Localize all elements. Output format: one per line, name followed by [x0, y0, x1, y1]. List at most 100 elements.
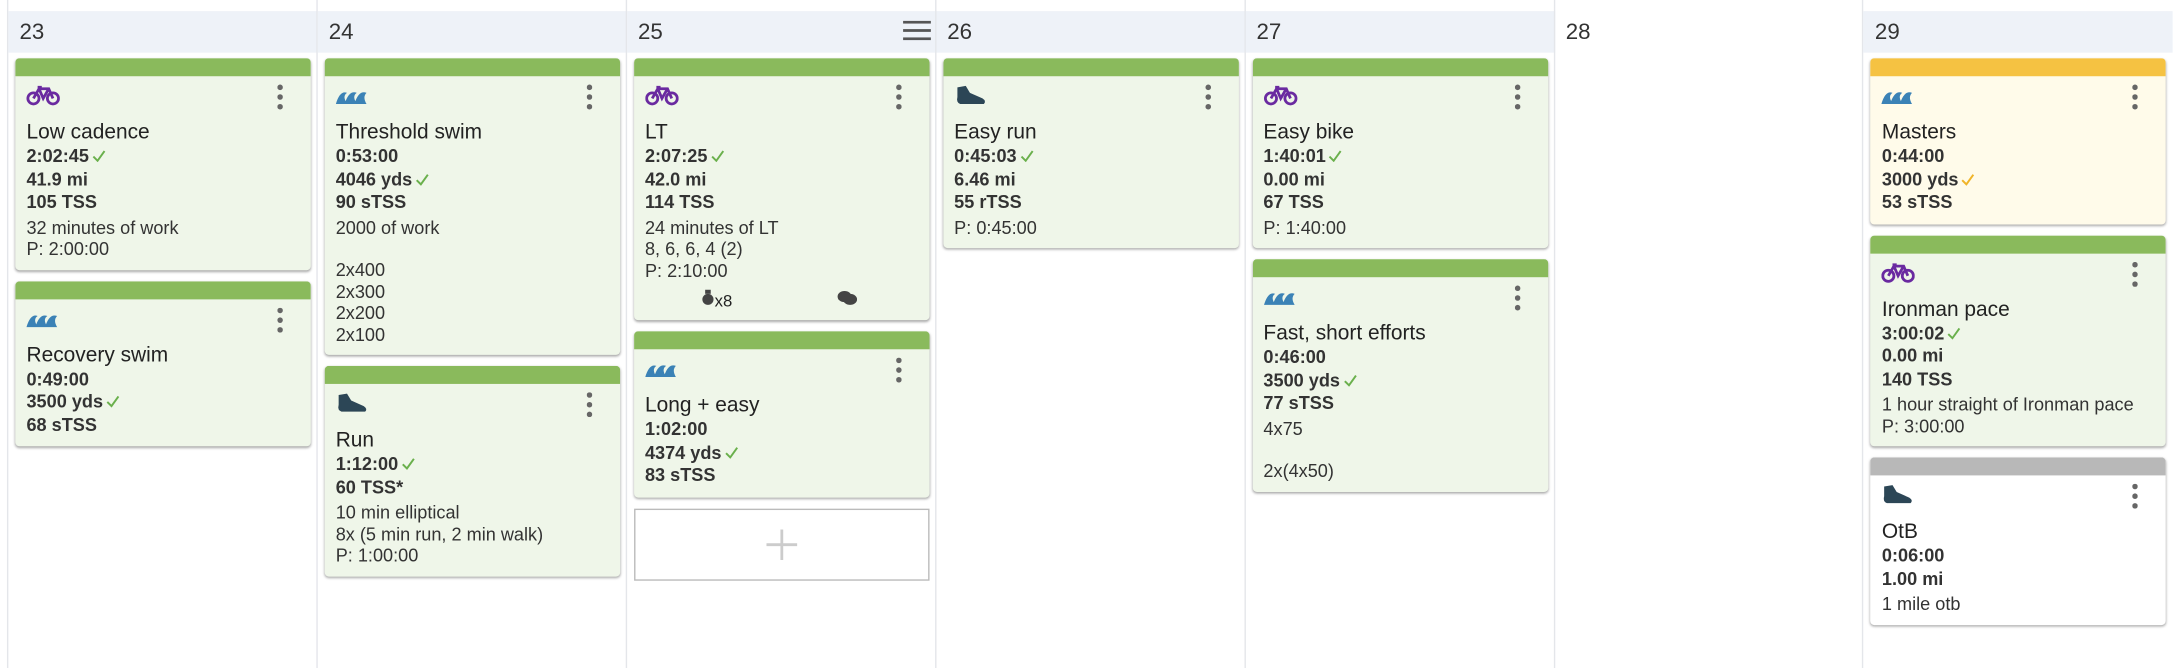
day-column: 26 Easy run 0:45:03 6.46 mi 55 rTSS P: 0:45:0…	[934, 0, 1246, 668]
note-line: 8, 6, 6, 4 (2)	[644, 238, 743, 260]
workout-card[interactable]: Easy bike 1:40:01 0.00 mi 67 TSS P: 1:40:00	[1252, 58, 1548, 249]
card-menu[interactable]	[586, 392, 593, 424]
workout-list: LT 2:07:25 42.0 mi 114 TSS 24 minutes of LT 8…	[633, 58, 930, 581]
day-date: 24	[328, 20, 354, 45]
day-column: 27 Easy bike 1:40:01 0.00 mi 67 TSS P: 1:40:0…	[1243, 0, 1555, 668]
workout-card[interactable]: Long + easy 1:02:00 4374 yds 83 sTSS	[633, 331, 930, 497]
note-line: 1 hour straight of Ironman pace	[1881, 393, 2134, 415]
status-bar	[1870, 234, 2167, 253]
card-menu[interactable]	[586, 84, 593, 117]
card-menu[interactable]	[2132, 261, 2139, 293]
stat-text: 90 sTSS	[335, 191, 407, 213]
stat-text: 0.00 mi	[1881, 345, 1944, 366]
stat-text: 0:45:03	[954, 145, 1017, 167]
note-line: 2x400	[335, 259, 386, 280]
stat-text: 1.00 mi	[1881, 567, 1944, 589]
status-bar	[1870, 58, 2167, 77]
day-menu[interactable]	[902, 20, 931, 47]
status-bar	[15, 280, 311, 299]
workout-card[interactable]: Easy run 0:45:03 6.46 mi 55 rTSS P: 0:45:00	[943, 58, 1239, 249]
card-body: Easy bike 1:40:01 0.00 mi 67 TSS P: 1:40:00	[1252, 76, 1547, 248]
workout-card[interactable]: Fast, short efforts 0:46:00 3500 yds 77 sTS…	[1252, 259, 1548, 492]
workout-stat: 0:06:00	[1882, 545, 2155, 568]
status-bar	[324, 58, 620, 77]
workout-card[interactable]: Ironman pace 3:00:02 0.00 mi 140 TSS 1 hour …	[1870, 234, 2167, 447]
card-body: Recovery swim 0:49:00 3500 yds 68 sTSS	[15, 299, 310, 447]
workout-stat: 60 TSS*	[336, 476, 609, 499]
card-body: Low cadence 2:02:45 41.9 mi 105 TSS 32 minut…	[15, 76, 310, 269]
workout-stat: 6.46 mi	[954, 168, 1227, 191]
card-menu[interactable]	[2132, 84, 2139, 117]
note-group: P: 1:40:00	[1263, 217, 1536, 238]
card-menu[interactable]	[895, 357, 902, 390]
card-menu[interactable]	[895, 84, 902, 117]
stat-text: 41.9 mi	[26, 168, 88, 190]
note-line: 2x(4x50)	[1263, 460, 1334, 481]
workout-card[interactable]: Threshold swim 0:53:00 4046 yds 90 sTSS 2000…	[324, 58, 620, 355]
sport-icon	[644, 358, 918, 387]
card-body: LT 2:07:25 42.0 mi 114 TSS 24 minutes of LT 8…	[634, 76, 929, 320]
check-icon	[412, 168, 429, 189]
workout-stat: 0:46:00	[1263, 347, 1536, 370]
note-group: 2x400 2x300 2x200 2x100	[336, 259, 609, 345]
status-bar	[943, 58, 1239, 77]
check-icon	[398, 453, 415, 474]
note-line: 2000 of work	[335, 216, 440, 238]
workout-stat: 53 sTSS	[1882, 191, 2155, 214]
card-body: Easy run 0:45:03 6.46 mi 55 rTSS P: 0:45:00	[943, 76, 1238, 248]
workout-stat: 1:02:00	[645, 419, 918, 442]
note-line: P: 3:00:00	[1881, 415, 1965, 436]
workout-card[interactable]: LT 2:07:25 42.0 mi 114 TSS 24 minutes of LT 8…	[633, 58, 930, 321]
workout-stat: 42.0 mi	[645, 168, 918, 191]
card-menu[interactable]	[1205, 84, 1211, 117]
stat-text: 0:46:00	[1263, 346, 1326, 368]
day-column: 29 Masters 0:44:00 3000 yds 53 sTSS Ironman p…	[1862, 0, 2174, 668]
day-header	[1863, 11, 2174, 53]
stat-text: 3500 yds	[1263, 369, 1340, 391]
workout-card[interactable]: Run 1:12:00 60 TSS* 10 min elliptical 8x (5 …	[324, 365, 620, 576]
note-line: 1 mile otb	[1881, 593, 1961, 614]
workout-stat: 3000 yds	[1882, 168, 2155, 191]
sport-icon	[26, 85, 299, 114]
card-menu[interactable]	[277, 84, 283, 117]
stat-text: 114 TSS	[644, 191, 715, 213]
card-body: Ironman pace 3:00:02 0.00 mi 140 TSS 1 hour …	[1871, 253, 2166, 446]
note-line: 2x100	[335, 323, 386, 345]
note-group: 2000 of work	[336, 217, 609, 238]
note-group: 24 minutes of LT 8, 6, 6, 4 (2) P: 2:10:00	[645, 217, 918, 281]
status-bar	[1870, 457, 2167, 476]
comment-icon	[837, 290, 857, 311]
check-icon	[707, 146, 724, 167]
workout-card[interactable]: Masters 0:44:00 3000 yds 53 sTSS	[1870, 58, 2167, 224]
workout-stat: 4374 yds	[645, 441, 918, 464]
card-footer: x8	[645, 281, 918, 310]
day-column: 25 LT 2:07:25 42.0 mi 114 TSS 24 minutes of L…	[625, 0, 937, 668]
workout-card[interactable]: Recovery swim 0:49:00 3500 yds 68 sTSS	[15, 280, 311, 447]
stat-text: 53 sTSS	[1881, 191, 1953, 213]
card-menu[interactable]	[1514, 285, 1520, 318]
workout-title: Low cadence	[26, 120, 150, 145]
card-menu[interactable]	[2132, 483, 2139, 516]
badge-count: x8	[714, 291, 733, 311]
workout-stat: 140 TSS	[1882, 368, 2155, 391]
stat-text: 1:40:01	[1263, 145, 1326, 167]
note-group: 32 minutes of work P: 2:00:00	[26, 217, 299, 260]
workout-card[interactable]: Low cadence 2:02:45 41.9 mi 105 TSS 32 minut…	[15, 58, 311, 270]
sport-icon	[954, 85, 1227, 114]
sport-icon	[1263, 286, 1536, 315]
day-date: 28	[1565, 20, 1591, 45]
workout-card[interactable]: OtB 0:06:00 1.00 mi 1 mile otb	[1870, 457, 2167, 625]
card-menu[interactable]	[277, 306, 283, 339]
workout-stat: 105 TSS	[26, 191, 299, 214]
card-menu[interactable]	[1514, 84, 1520, 117]
workout-title: Fast, short efforts	[1263, 321, 1426, 346]
stat-text: 1:02:00	[644, 418, 708, 440]
status-bar	[1252, 259, 1548, 278]
sport-icon	[336, 392, 609, 421]
day-date: 23	[19, 20, 45, 45]
stat-text: 105 TSS	[26, 191, 97, 213]
note-group: P: 0:45:00	[954, 217, 1227, 238]
add-workout[interactable]	[633, 507, 930, 581]
workout-title: Long + easy	[644, 393, 760, 418]
workout-title: Easy run	[954, 120, 1037, 145]
